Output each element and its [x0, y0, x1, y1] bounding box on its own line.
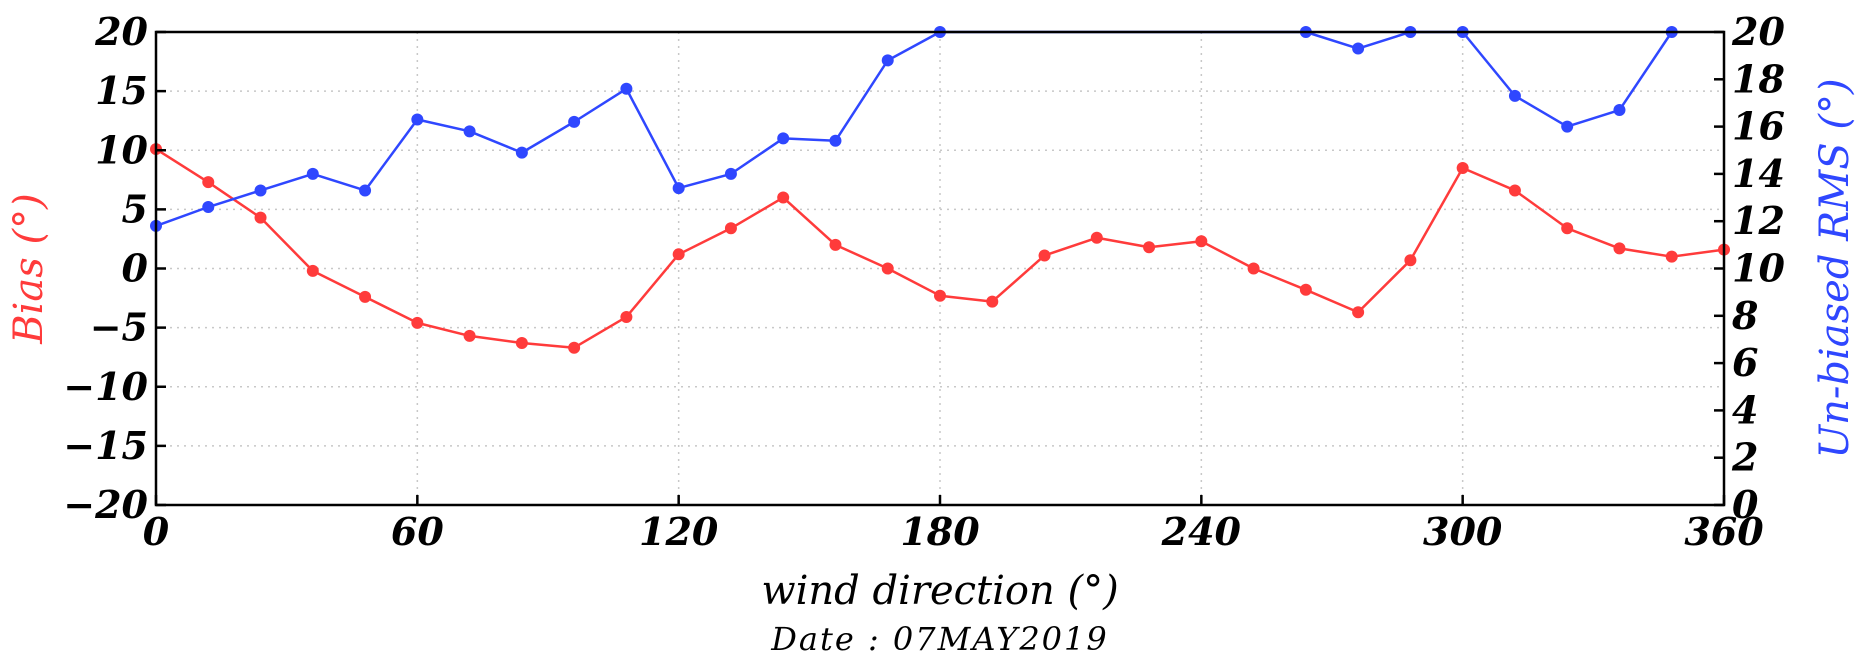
y-tick-label-right: 20 [1731, 9, 1785, 54]
bias-data-point [724, 222, 737, 235]
y-tick-label-left: 10 [95, 127, 148, 172]
bias-data-point [411, 316, 424, 329]
bias-data-point [254, 211, 267, 224]
ticks: 0 60 120 180 240 300 360−20−15−10−505101520024… [63, 9, 1785, 554]
x-tick-label: 240 [1161, 509, 1242, 554]
date-footer: Date : 07MAY2019 [770, 620, 1109, 658]
bias-data-point [359, 290, 372, 303]
y-tick-label-right: 6 [1732, 340, 1758, 385]
y-tick-label-right: 8 [1731, 293, 1758, 338]
x-tick-label: 360 [1684, 509, 1764, 554]
bias-data-point [620, 310, 633, 323]
rms-data-point [359, 184, 372, 197]
bias-data-point [568, 341, 581, 354]
y-tick-label-left: −20 [63, 482, 148, 527]
y-tick-label-right: 14 [1732, 151, 1785, 196]
rms-data-point [1613, 104, 1626, 117]
y-tick-label-right: 12 [1732, 198, 1785, 243]
grid [155, 31, 1725, 506]
bias-data-point [1613, 242, 1626, 255]
bias-data-point [829, 238, 842, 251]
rms-series-line [155, 30, 1673, 228]
bias-data-point [202, 176, 215, 189]
y-tick-label-left: −15 [63, 423, 148, 468]
x-tick-label: 120 [639, 509, 719, 554]
bias-data-point [306, 264, 319, 277]
bias-data-point [1247, 262, 1260, 275]
rms-data-point [254, 184, 267, 197]
bias-data-point [1561, 222, 1574, 235]
y-axis-label-right: Un-biased RMS (°) [1812, 78, 1858, 458]
y-tick-label-right: 10 [1732, 246, 1785, 291]
y-tick-label-right: 18 [1732, 56, 1785, 101]
rms-data-point [777, 132, 790, 145]
rms-data-point [881, 54, 894, 67]
bias-data-point [1038, 249, 1051, 262]
y-tick-label-left: 0 [122, 246, 149, 291]
bias-data-point [934, 289, 946, 302]
x-tick-label: 60 [391, 509, 444, 554]
bias-data-point [1143, 241, 1156, 254]
bias-data-point [1299, 283, 1312, 296]
bias-data-point [1352, 306, 1365, 319]
rms-data-point [411, 113, 424, 126]
y-axis-label-left: Bias (°) [6, 193, 52, 345]
bias-data-point [1404, 254, 1417, 267]
rms-data-point [306, 167, 319, 180]
x-tick-label: 300 [1423, 509, 1503, 554]
y-tick-label-left: −10 [63, 364, 148, 409]
y-tick-label-right: 16 [1732, 104, 1785, 149]
y-tick-label-left: −5 [90, 305, 148, 350]
rms-data-point [1561, 120, 1574, 133]
bias-data-point [1090, 231, 1103, 244]
y-tick-label-left: 20 [94, 9, 148, 54]
bias-data-point [515, 336, 528, 349]
x-tick-label: 0 [143, 509, 170, 554]
rms-data-point [463, 125, 476, 138]
bias-data-point [1456, 161, 1469, 174]
rms-data-point [515, 146, 528, 159]
series-layer [150, 26, 1730, 354]
bias-data-point [1195, 235, 1208, 248]
x-tick-label: 180 [900, 509, 980, 554]
rms-data-point [568, 115, 581, 128]
y-tick-label-left: 5 [122, 186, 148, 231]
rms-data-point [829, 134, 842, 147]
x-axis-label: wind direction (°) [761, 568, 1118, 614]
y-tick-label-left: 15 [95, 68, 148, 113]
bias-data-point [1508, 184, 1521, 197]
bias-data-point [463, 329, 476, 342]
rms-data-point [724, 167, 737, 180]
bias-data-point [1665, 250, 1678, 263]
bias-data-point [881, 262, 894, 275]
y-tick-label-right: 4 [1732, 387, 1758, 432]
rms-data-point [620, 82, 633, 95]
bias-data-point [986, 295, 999, 308]
rms-data-point [1352, 42, 1365, 55]
bias-data-point [672, 248, 685, 261]
rms-data-point [672, 182, 685, 195]
bias-series-line [155, 148, 1725, 349]
bias-data-point [777, 191, 790, 204]
rms-data-point [1508, 89, 1521, 102]
y-tick-label-right: 0 [1732, 482, 1759, 527]
y-tick-label-right: 2 [1731, 435, 1758, 480]
rms-data-point [202, 201, 215, 214]
